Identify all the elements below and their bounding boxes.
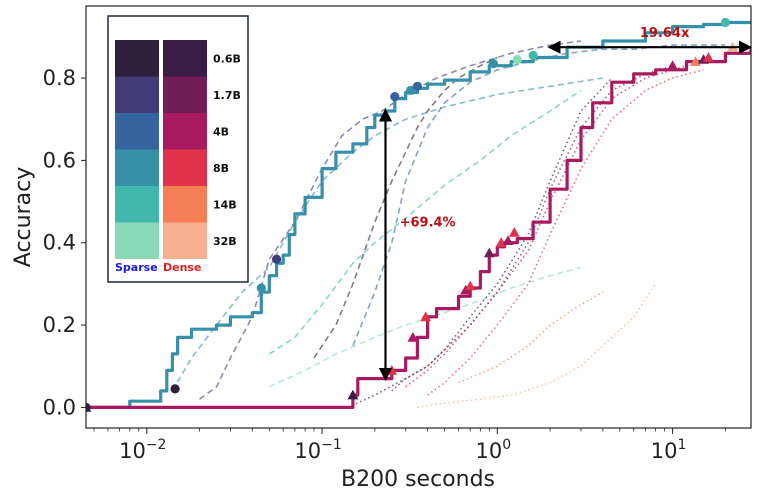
series-line-sparse-4b bbox=[352, 44, 726, 347]
legend-swatch-dense bbox=[163, 222, 207, 259]
series-line-dense-32b bbox=[417, 283, 657, 409]
legend-size-label: 8B bbox=[213, 162, 229, 175]
annotation-label: +69.4% bbox=[400, 215, 456, 230]
dense-marker bbox=[690, 56, 701, 66]
legend-swatch-sparse bbox=[115, 113, 159, 150]
x-axis-label: B200 seconds bbox=[341, 467, 495, 492]
legend-swatch-sparse bbox=[115, 40, 159, 77]
legend-size-label: 32B bbox=[213, 235, 237, 248]
series-line-sparse-14b bbox=[268, 89, 582, 355]
series-line-sparse-frontier bbox=[86, 20, 751, 409]
series-line-sparse-0-6b bbox=[313, 56, 498, 359]
annotation-layer: 19.64x +69.4% bbox=[378, 26, 753, 382]
legend-size-label: 1.7B bbox=[213, 89, 241, 102]
dense-marker bbox=[86, 402, 92, 412]
dense-marker bbox=[347, 389, 359, 400]
y-tick-label: 0.6 bbox=[43, 148, 76, 172]
sparse-marker bbox=[528, 50, 538, 61]
y-tick-label: 0.2 bbox=[43, 313, 76, 337]
legend-size-label: 14B bbox=[213, 198, 237, 211]
y-axis-label: Accuracy bbox=[11, 167, 36, 267]
legend-swatch-dense bbox=[163, 149, 207, 186]
sparse-marker bbox=[170, 384, 180, 394]
series-line-sparse-1-7b bbox=[199, 40, 582, 400]
sparse-marker bbox=[272, 254, 282, 264]
dense-marker bbox=[483, 247, 495, 258]
dense-marker bbox=[464, 280, 476, 291]
sparse-marker bbox=[406, 85, 416, 95]
legend-swatch-dense bbox=[163, 186, 207, 223]
legend: 0.6B 1.7B 4B 8B 14B 32B Sparse Dense bbox=[107, 15, 249, 283]
legend-dense-label: Dense bbox=[163, 261, 201, 274]
sparse-marker bbox=[412, 81, 422, 91]
dense-marker bbox=[703, 52, 714, 62]
x-axis: 10−2 10−1 100 101 bbox=[93, 428, 726, 463]
dense-marker bbox=[508, 227, 520, 237]
legend-swatch-dense bbox=[163, 40, 207, 77]
legend-swatch-dense bbox=[163, 76, 207, 113]
annotation-label: 19.64x bbox=[640, 26, 690, 41]
legend-swatch-dense bbox=[163, 113, 207, 150]
y-tick-label: 0.0 bbox=[43, 395, 76, 419]
legend-swatch-sparse bbox=[115, 76, 159, 113]
x-tick-label: 101 bbox=[651, 437, 687, 463]
dense-marker bbox=[502, 235, 514, 245]
sparse-marker bbox=[256, 283, 266, 293]
sparse-marker bbox=[390, 92, 400, 102]
dense-marker bbox=[667, 60, 678, 70]
legend-size-label: 0.6B bbox=[213, 52, 241, 65]
x-tick-label: 100 bbox=[476, 437, 512, 463]
x-tick-label: 10−1 bbox=[294, 437, 341, 463]
legend-swatch-sparse bbox=[115, 222, 159, 259]
x-tick-label: 10−2 bbox=[119, 437, 166, 463]
legend-sparse-label: Sparse bbox=[115, 261, 158, 274]
y-tick-label: 0.4 bbox=[43, 231, 76, 255]
plot-frame bbox=[85, 5, 752, 429]
y-tick-label: 0.8 bbox=[43, 66, 76, 90]
dense-marker bbox=[407, 332, 419, 342]
legend-swatch-sparse bbox=[115, 186, 159, 223]
sparse-marker bbox=[512, 54, 522, 65]
legend-size-label: 4B bbox=[213, 125, 229, 138]
sparse-marker bbox=[488, 59, 498, 69]
dense-marker bbox=[420, 311, 432, 322]
legend-swatch-sparse bbox=[115, 149, 159, 186]
sparse-marker bbox=[720, 17, 731, 28]
y-axis: 0.0 0.2 0.4 0.6 0.8 bbox=[43, 66, 86, 419]
